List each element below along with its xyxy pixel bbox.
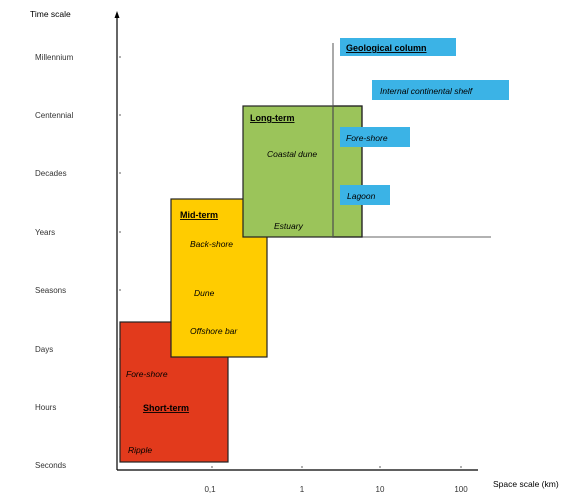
y-tick-millennium: Millennium	[35, 53, 74, 62]
long-term-title: Long-term	[250, 113, 295, 123]
geo-fore-shore-label-bg	[340, 127, 410, 147]
long-term-item-coastal-dune: Coastal dune	[267, 149, 317, 159]
x-tick-100: 100	[454, 485, 468, 494]
x-axis-title: Space scale (km)	[493, 479, 559, 489]
y-tick-seasons: Seasons	[35, 286, 66, 295]
lagoon-label: Lagoon	[347, 191, 376, 201]
y-axis-title: Time scale	[30, 9, 71, 19]
x-tick-0-1: 0,1	[204, 485, 216, 494]
y-tick-decades: Decades	[35, 169, 67, 178]
geo-fore-shore-label: Fore-shore	[346, 133, 388, 143]
mid-term-title: Mid-term	[180, 210, 218, 220]
mid-term-item-dune: Dune	[194, 288, 215, 298]
y-tick-centennial: Centennial	[35, 111, 73, 120]
short-term-item-ripple: Ripple	[128, 445, 152, 455]
y-tick-years: Years	[35, 228, 55, 237]
x-tick-marks	[211, 466, 462, 468]
long-term-box	[242, 105, 363, 238]
y-tick-hours: Hours	[35, 403, 56, 412]
long-term-item-estuary: Estuary	[274, 221, 304, 231]
y-axis-arrow	[114, 11, 120, 18]
internal-shelf-label: Internal continental shelf	[380, 86, 474, 96]
geological-column-title: Geological column	[346, 43, 427, 53]
x-tick-1: 1	[300, 485, 305, 494]
y-tick-seconds: Seconds	[35, 461, 66, 470]
mid-term-item-offshore-bar: Offshore bar	[190, 326, 238, 336]
geological-column-label-bg	[340, 38, 456, 56]
short-term-item-fore-shore: Fore-shore	[126, 369, 168, 379]
lagoon-label-bg	[340, 185, 390, 205]
y-tick-days: Days	[35, 345, 53, 354]
short-term-title: Short-term	[143, 403, 189, 413]
x-tick-10: 10	[376, 485, 385, 494]
mid-term-item-back-shore: Back-shore	[190, 239, 233, 249]
internal-shelf-label-bg	[372, 80, 509, 100]
